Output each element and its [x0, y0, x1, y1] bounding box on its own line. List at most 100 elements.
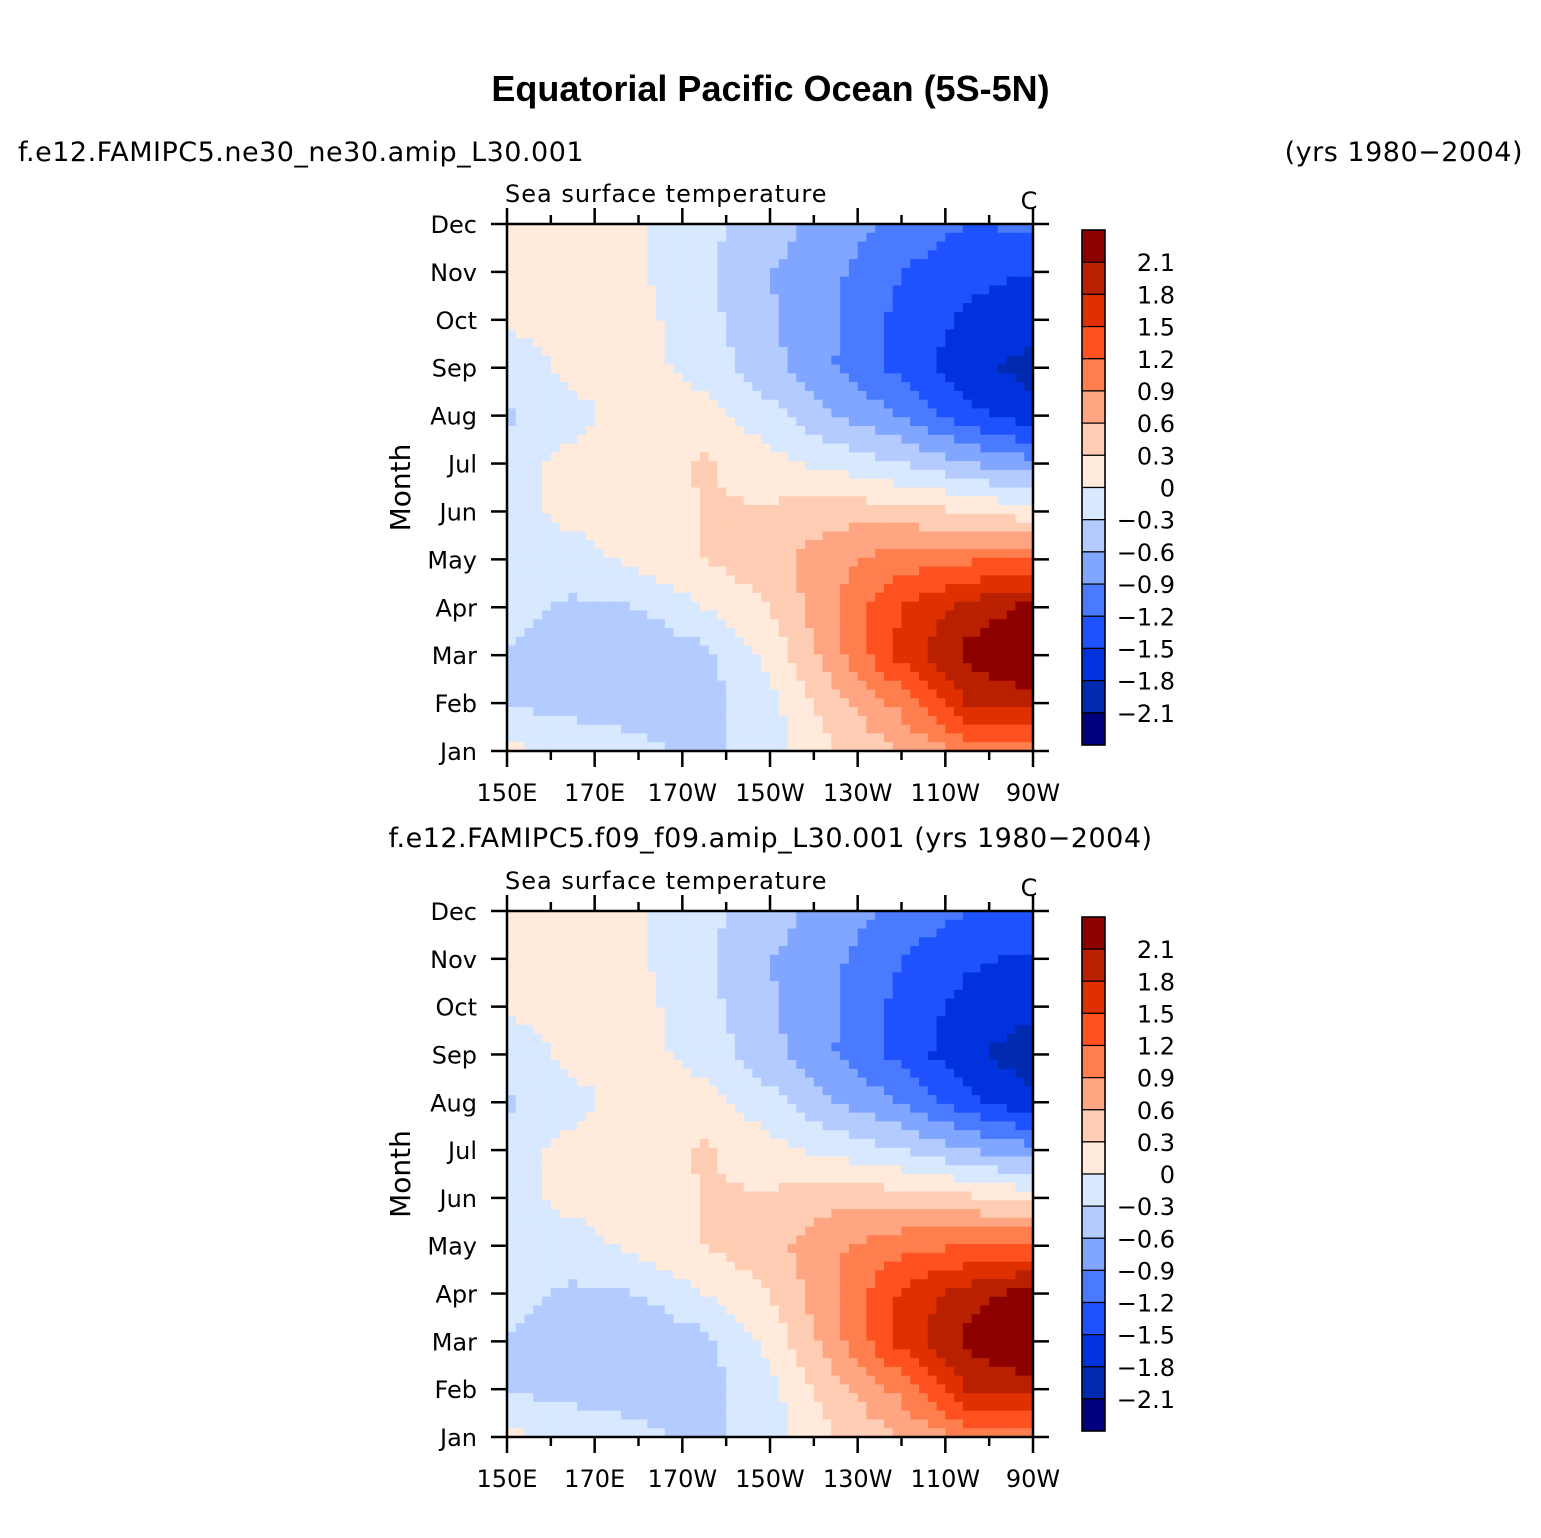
field-cell [866, 443, 876, 453]
field-cell [892, 636, 903, 647]
field-cell [831, 584, 841, 594]
field-cell [507, 963, 517, 973]
field-cell [752, 522, 762, 533]
field-cell [997, 1068, 1008, 1079]
field-cell [796, 338, 806, 348]
field-cell [866, 592, 876, 603]
field-cell [892, 1016, 903, 1026]
field-cell [691, 232, 701, 243]
field-cell [656, 645, 666, 655]
field-cell [699, 329, 710, 339]
field-cell [796, 1024, 806, 1035]
field-cell [585, 584, 596, 594]
field-cell [515, 1007, 526, 1017]
colorbar-box [1081, 551, 1106, 585]
field-cell [796, 320, 806, 330]
field-cell [936, 566, 946, 576]
field-cell [927, 1060, 938, 1070]
field-cell [726, 919, 736, 930]
field-cell [892, 540, 903, 550]
field-cell [734, 478, 745, 489]
field-cell [542, 919, 552, 930]
field-cell [971, 320, 981, 330]
field-cell [927, 946, 938, 956]
field-cell [585, 1051, 596, 1061]
field-cell [919, 408, 929, 418]
field-cell [699, 733, 710, 743]
field-cell [629, 671, 640, 682]
field-cell [778, 680, 789, 691]
field-cell [875, 496, 885, 506]
field-cell [691, 426, 701, 436]
field-cell [989, 1042, 999, 1052]
field-cell [866, 1024, 876, 1035]
field-cell [743, 645, 754, 655]
field-cell [585, 355, 596, 366]
field-cell [585, 680, 596, 691]
field-cell [822, 1016, 832, 1026]
field-cell [848, 663, 859, 673]
field-cell [699, 338, 710, 348]
field-cell [682, 981, 692, 991]
field-cell [962, 998, 973, 1009]
field-cell [919, 645, 929, 655]
field-cell [691, 434, 701, 445]
field-cell [533, 1016, 543, 1026]
field-cell [962, 584, 973, 594]
field-cell [796, 285, 806, 295]
field-cell [726, 592, 736, 603]
field-cell [980, 575, 990, 585]
field-cell [620, 382, 631, 392]
field-cell [638, 707, 648, 717]
field-cell [761, 487, 771, 497]
field-cell [848, 434, 859, 445]
field-cell [989, 566, 999, 576]
field-cell [892, 928, 903, 938]
field-cell [647, 452, 657, 462]
field-cell [734, 689, 745, 699]
field-cell [691, 320, 701, 330]
field-cell [612, 619, 622, 629]
field-cell [857, 1016, 868, 1026]
field-cell [515, 1016, 526, 1026]
field-cell [708, 329, 718, 339]
field-cell [1015, 531, 1025, 541]
field-cell [989, 382, 999, 392]
field-cell [550, 937, 561, 947]
field-cell [726, 742, 736, 751]
field-cell [901, 724, 911, 735]
field-cell [585, 513, 596, 524]
field-cell [647, 461, 657, 471]
field-cell [1024, 241, 1033, 251]
field-cell [848, 1007, 859, 1017]
field-cell [901, 592, 911, 603]
field-cell [752, 478, 762, 489]
field-cell [997, 1024, 1008, 1035]
field-cell [673, 241, 683, 251]
field-cell [577, 937, 587, 947]
field-cell [656, 1042, 666, 1052]
field-cell [559, 937, 569, 947]
field-cell [734, 390, 745, 401]
field-cell [743, 513, 754, 524]
field-cell [664, 680, 675, 691]
field-cell [813, 399, 824, 410]
field-cell [840, 628, 850, 638]
field-cell [647, 250, 657, 260]
field-cell [550, 601, 561, 612]
field-cell [620, 1060, 631, 1070]
field-cell [778, 742, 789, 751]
field-cell [620, 311, 631, 322]
field-cell [892, 680, 903, 691]
field-cell [761, 680, 771, 691]
field-cell [629, 937, 640, 947]
field-cell [805, 522, 815, 533]
field-cell [883, 619, 894, 629]
field-cell [620, 320, 631, 330]
field-cell [594, 355, 605, 366]
field-cell [770, 320, 780, 330]
field-cell [647, 698, 657, 708]
field-cell [691, 417, 701, 427]
field-cell [577, 671, 587, 682]
field-cell [997, 505, 1008, 515]
